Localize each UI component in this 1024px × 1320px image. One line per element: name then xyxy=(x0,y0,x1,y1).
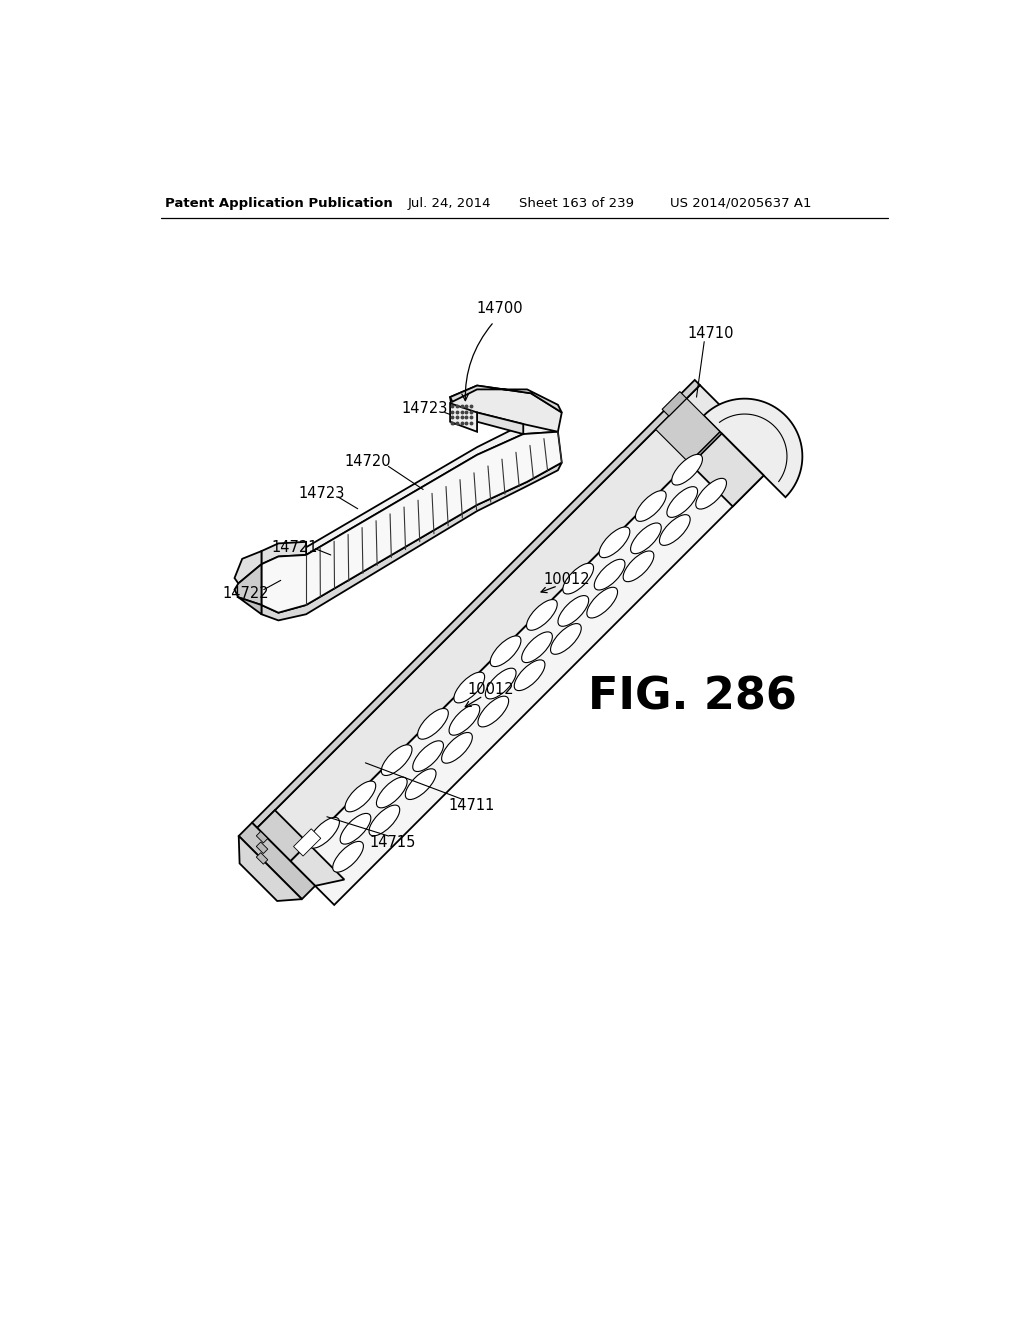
Polygon shape xyxy=(257,810,308,861)
Ellipse shape xyxy=(624,550,654,582)
Polygon shape xyxy=(261,432,562,612)
Text: 14711: 14711 xyxy=(449,797,495,813)
Text: 14723: 14723 xyxy=(298,486,345,500)
Ellipse shape xyxy=(551,623,582,655)
Polygon shape xyxy=(257,385,733,861)
Polygon shape xyxy=(239,597,261,614)
Ellipse shape xyxy=(599,527,630,557)
Ellipse shape xyxy=(485,668,516,698)
Ellipse shape xyxy=(667,487,697,517)
Ellipse shape xyxy=(450,705,480,735)
Ellipse shape xyxy=(659,515,690,545)
Text: US 2014/0205637 A1: US 2014/0205637 A1 xyxy=(670,197,811,210)
Polygon shape xyxy=(306,409,558,554)
Ellipse shape xyxy=(695,478,726,510)
Ellipse shape xyxy=(636,491,667,521)
Text: Sheet 163 of 239: Sheet 163 of 239 xyxy=(519,197,635,210)
Polygon shape xyxy=(261,543,306,564)
Ellipse shape xyxy=(631,523,662,553)
Polygon shape xyxy=(261,462,562,620)
Ellipse shape xyxy=(418,709,449,739)
Ellipse shape xyxy=(672,454,702,484)
Polygon shape xyxy=(663,392,687,416)
Polygon shape xyxy=(291,418,777,906)
Ellipse shape xyxy=(587,587,617,618)
Polygon shape xyxy=(451,385,562,412)
Polygon shape xyxy=(234,564,261,605)
Text: 10012: 10012 xyxy=(468,682,514,697)
Text: Jul. 24, 2014: Jul. 24, 2014 xyxy=(408,197,492,210)
Polygon shape xyxy=(655,399,720,462)
Text: 14722: 14722 xyxy=(223,586,269,601)
Polygon shape xyxy=(291,843,344,886)
Polygon shape xyxy=(239,822,315,899)
Polygon shape xyxy=(234,552,261,583)
Polygon shape xyxy=(252,380,700,828)
Ellipse shape xyxy=(478,696,509,727)
Text: 14723: 14723 xyxy=(401,401,447,416)
Polygon shape xyxy=(691,433,764,507)
Ellipse shape xyxy=(377,777,408,808)
Ellipse shape xyxy=(521,632,552,663)
Ellipse shape xyxy=(308,817,339,849)
Text: Patent Application Publication: Patent Application Publication xyxy=(165,197,393,210)
Polygon shape xyxy=(451,404,477,432)
Ellipse shape xyxy=(406,768,436,800)
Text: 14720: 14720 xyxy=(344,454,391,469)
Text: 14721: 14721 xyxy=(271,540,317,554)
Ellipse shape xyxy=(381,744,412,776)
Ellipse shape xyxy=(413,741,443,771)
Polygon shape xyxy=(256,832,268,843)
Text: FIG. 286: FIG. 286 xyxy=(588,676,797,719)
Ellipse shape xyxy=(454,672,484,704)
Ellipse shape xyxy=(369,805,399,836)
Polygon shape xyxy=(256,853,268,865)
Ellipse shape xyxy=(340,813,371,845)
Ellipse shape xyxy=(558,595,589,626)
Text: 14715: 14715 xyxy=(370,834,416,850)
Polygon shape xyxy=(239,836,302,902)
Ellipse shape xyxy=(441,733,472,763)
Polygon shape xyxy=(294,829,321,857)
Ellipse shape xyxy=(333,841,364,873)
Ellipse shape xyxy=(345,781,376,812)
Text: 14710: 14710 xyxy=(687,326,733,342)
Polygon shape xyxy=(477,412,523,434)
Ellipse shape xyxy=(563,564,594,594)
Text: 10012: 10012 xyxy=(543,572,590,587)
Ellipse shape xyxy=(594,560,625,590)
Polygon shape xyxy=(703,399,803,498)
Polygon shape xyxy=(451,385,562,432)
Text: 14700: 14700 xyxy=(477,301,523,315)
Ellipse shape xyxy=(514,660,545,690)
Polygon shape xyxy=(256,842,268,854)
Ellipse shape xyxy=(526,599,557,630)
Ellipse shape xyxy=(490,636,521,667)
